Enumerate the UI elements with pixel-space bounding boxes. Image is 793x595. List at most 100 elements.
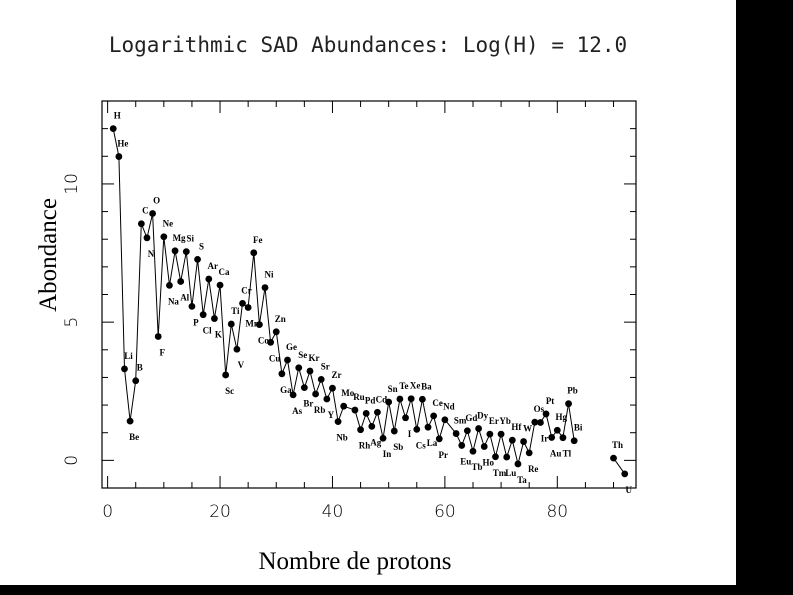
element-label-Ar: Ar — [208, 261, 219, 271]
element-label-Si: Si — [187, 234, 195, 244]
element-labels: H He Li Be B C N O F Ne Na Mg Al Si P S Cl Ar K Ca Sc Ti V Cr Mn… — [114, 111, 633, 495]
x-tick-label: 60 — [434, 502, 456, 522]
data-point-Yb — [497, 430, 505, 438]
data-point-Tm — [492, 453, 499, 461]
element-label-Cr: Cr — [241, 285, 252, 295]
element-label-Re: Re — [528, 464, 539, 474]
data-point-Nd — [441, 416, 449, 424]
element-label-Ir: Ir — [541, 433, 549, 443]
data-point-Gd — [463, 427, 471, 435]
data-point-Au — [548, 434, 556, 441]
data-points — [109, 125, 629, 478]
data-point-K — [211, 315, 218, 322]
element-label-Yb: Yb — [499, 416, 511, 426]
element-label-Ni: Ni — [265, 270, 274, 280]
data-point-U — [621, 470, 629, 478]
element-label-Tm: Tm — [493, 468, 507, 478]
data-point-Cd — [374, 408, 381, 416]
element-label-Cu: Cu — [269, 353, 281, 363]
element-label-Pr: Pr — [439, 450, 449, 460]
element-label-Te: Te — [399, 381, 408, 391]
element-label-Sc: Sc — [225, 386, 234, 396]
element-label-Li: Li — [124, 351, 133, 361]
element-label-U: U — [626, 485, 633, 495]
element-label-F: F — [159, 348, 165, 358]
element-label-Pb: Pb — [567, 386, 578, 396]
data-point-Li — [121, 365, 128, 373]
data-point-V — [233, 345, 241, 353]
data-point-In — [379, 434, 387, 442]
data-point-I — [402, 414, 409, 422]
element-label-Tl: Tl — [563, 449, 572, 459]
data-point-Sn — [385, 398, 393, 406]
element-label-Ba: Ba — [421, 381, 432, 391]
element-label-Mg: Mg — [173, 233, 186, 243]
x-tick-label: 0 — [102, 502, 113, 522]
element-label-Pd: Pd — [365, 395, 376, 405]
element-label-Eu: Eu — [460, 456, 471, 466]
element-label-Be: Be — [129, 432, 139, 442]
element-label-Cs: Cs — [416, 440, 426, 450]
data-point-Sb — [390, 427, 398, 435]
data-point-Eu — [458, 442, 466, 449]
element-label-Ca: Ca — [219, 267, 230, 277]
data-point-Be — [126, 417, 134, 425]
data-point-Zr — [329, 384, 336, 392]
data-point-Hf — [508, 436, 516, 444]
data-point-Ir — [537, 419, 544, 426]
element-label-Dy: Dy — [477, 411, 488, 421]
y-tick-label: 0 — [62, 455, 82, 466]
x-tick-label: 80 — [546, 502, 568, 522]
element-label-Tb: Tb — [471, 462, 482, 472]
chart-title: Logarithmic SAD Abundances: Log(H) = 12.… — [109, 33, 627, 57]
element-label-C: C — [142, 206, 149, 216]
element-label-H: H — [114, 111, 121, 121]
element-label-Pt: Pt — [546, 396, 555, 406]
element-label-Ga: Ga — [280, 385, 292, 395]
element-label-Nb: Nb — [336, 433, 348, 443]
element-label-Bi: Bi — [574, 423, 583, 433]
element-label-Ta: Ta — [517, 475, 527, 485]
data-point-Hg — [553, 426, 561, 434]
x-axis-label: Nombre de protons — [258, 548, 451, 575]
data-point-Ho — [480, 443, 488, 450]
data-point-Rb — [312, 390, 319, 398]
element-label-Hg: Hg — [556, 412, 568, 422]
element-label-Ce: Ce — [432, 398, 443, 408]
element-label-Xe: Xe — [410, 381, 421, 391]
element-label-Kr: Kr — [308, 353, 319, 363]
y-tick-label: 10 — [62, 173, 82, 195]
axis-tick-labels: 0 20 40 60 80 0 5 10 — [62, 173, 568, 522]
element-label-Gd: Gd — [465, 413, 477, 423]
element-label-V: V — [238, 360, 245, 370]
element-label-Al: Al — [180, 293, 189, 303]
element-label-Cd: Cd — [376, 394, 388, 404]
element-label-Se: Se — [298, 350, 307, 360]
element-label-Sr: Sr — [321, 361, 330, 371]
data-point-Re — [525, 449, 533, 457]
data-point-Ru — [351, 406, 359, 414]
element-label-In: In — [383, 449, 392, 459]
element-label-Sb: Sb — [393, 442, 403, 452]
element-label-P: P — [193, 317, 199, 327]
figure-frame: Logarithmic SAD Abundances: Log(H) = 12.… — [0, 0, 736, 585]
data-point-Lu — [503, 453, 511, 461]
series-lines — [112, 128, 626, 475]
data-point-B — [132, 377, 140, 385]
data-point-Mg — [171, 247, 179, 255]
element-label-Au: Au — [550, 448, 562, 458]
data-point-Rh — [357, 426, 364, 434]
element-label-Sn: Sn — [388, 384, 398, 394]
data-point-Te — [396, 395, 404, 403]
element-label-B: B — [137, 363, 143, 373]
data-point-Ar — [205, 275, 213, 283]
data-point-Mn — [244, 304, 252, 311]
data-point-Ti — [227, 320, 235, 328]
element-label-Ho: Ho — [482, 458, 494, 468]
data-point-Pt — [542, 410, 550, 418]
data-point-Ce — [430, 412, 438, 420]
data-point-Pr — [435, 435, 443, 443]
data-point-P — [188, 302, 196, 310]
data-point-As — [289, 391, 297, 399]
element-label-Os: Os — [534, 404, 545, 414]
